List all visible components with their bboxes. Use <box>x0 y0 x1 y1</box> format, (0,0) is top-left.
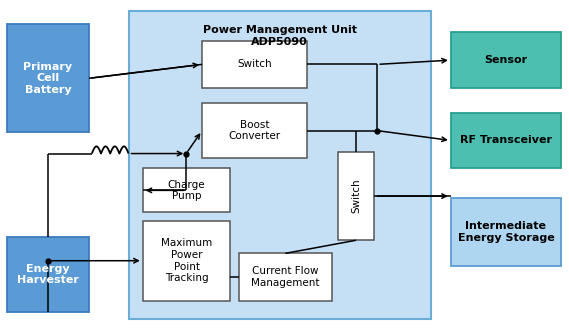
Text: Boost
Converter: Boost Converter <box>228 120 281 142</box>
Text: RF Transceiver: RF Transceiver <box>460 135 552 146</box>
Bar <box>451 113 561 168</box>
Bar <box>451 32 561 88</box>
Bar <box>7 24 89 132</box>
Text: Energy
Harvester: Energy Harvester <box>17 264 79 285</box>
Text: Switch: Switch <box>237 59 271 69</box>
Text: Charge
Pump: Charge Pump <box>168 180 205 201</box>
Bar <box>338 152 374 240</box>
Text: Sensor: Sensor <box>484 55 527 65</box>
Text: Primary
Cell
Battery: Primary Cell Battery <box>23 62 73 95</box>
Bar <box>451 198 561 266</box>
Text: Switch: Switch <box>351 179 361 214</box>
Text: Power Management Unit
ADP5090: Power Management Unit ADP5090 <box>203 25 357 47</box>
Text: Maximum
Power
Point
Tracking: Maximum Power Point Tracking <box>161 238 212 283</box>
Text: Intermediate
Energy Storage: Intermediate Energy Storage <box>457 221 554 243</box>
Bar <box>143 221 230 301</box>
Text: Current Flow
Management: Current Flow Management <box>251 266 320 288</box>
Bar <box>239 253 332 301</box>
Bar <box>7 237 89 312</box>
Bar <box>129 11 431 319</box>
Bar <box>143 168 230 213</box>
Bar <box>202 41 307 88</box>
Bar <box>202 103 307 158</box>
